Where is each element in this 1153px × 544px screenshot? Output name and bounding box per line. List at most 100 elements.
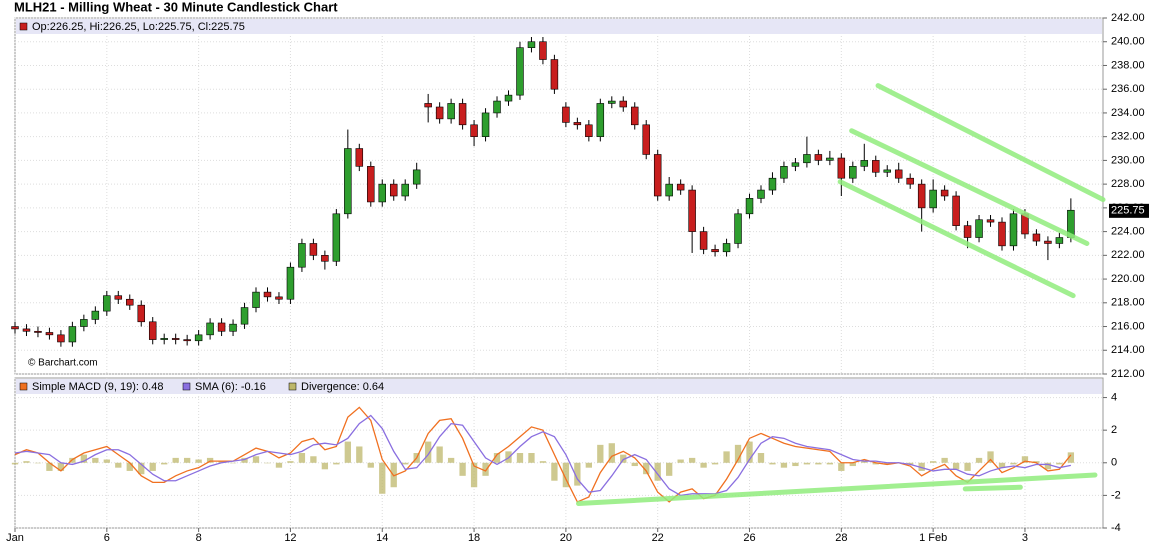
plot-area [14,377,1104,529]
x-tick-label: 18 [468,532,480,544]
divergence-bar [528,453,535,463]
candle-body [952,195,960,226]
candle-body [252,291,260,308]
candle-body [493,100,501,114]
candle-body [929,189,937,209]
divergence-bar [470,462,478,488]
candle-body [757,189,765,199]
y-tick-label: -4 [1111,522,1121,534]
divergence-bar [803,462,811,465]
candle-body [963,225,972,238]
candle-body [653,154,662,197]
y-tick-label: 4 [1111,391,1117,403]
divergence-bar [333,462,340,465]
candle-body [860,160,869,167]
x-tick-label: 1 Feb [919,532,947,544]
x-tick-label: 20 [560,532,572,544]
y-tick-label: 236.00 [1111,83,1145,95]
candle-body [91,310,100,320]
candle-body [412,169,421,185]
candle-body [585,124,593,137]
divergence-bar [918,462,925,471]
divergence-bar [402,462,409,465]
divergence-bar [884,462,891,465]
divergence-bar [769,462,776,465]
candle-body [321,255,329,262]
candle-body [562,106,570,123]
divergence-bar [252,456,260,463]
trendline [875,83,1106,203]
candle-body [68,326,77,343]
candle-body [332,213,341,262]
candle-body [183,339,191,342]
candle-body [642,124,650,155]
divergence-bar [264,462,271,464]
last-price-box [1109,203,1149,218]
divergence-bar [1044,462,1052,470]
candle-body [1044,240,1052,244]
divergence-bar [815,462,822,465]
divergence-bar [34,462,42,464]
candle-body [286,266,295,300]
candle-body [734,213,742,244]
candle-body [240,307,249,325]
candle-body [344,148,352,215]
divergence-bar [115,462,122,468]
candle-body [389,183,398,197]
candle-body [114,295,123,300]
candle-body [458,103,467,126]
candle-body [619,100,628,108]
watermark: © Barchart.com [28,358,98,369]
divergence-bar [711,462,719,465]
divergence-bar [551,462,558,481]
candle-body [504,94,513,102]
x-tick-label: 6 [104,532,110,544]
divergence-bar [126,462,133,471]
candle-body [137,304,145,323]
divergence-bar [287,461,294,463]
divergence-bar [998,462,1006,468]
divergence-bar [734,444,742,463]
candle-body [103,295,111,312]
candle-body [11,326,19,330]
last-price-label: 225.75 [1111,205,1145,217]
divergence-bar [574,462,581,486]
candle-body [1009,213,1018,247]
divergence-bar [597,444,604,463]
y-tick-label: 242.00 [1111,12,1145,24]
divergence-bar [46,462,53,471]
y-tick-label: 228.00 [1111,178,1145,190]
candle-body [1055,237,1064,244]
divergence-bar [1033,461,1040,463]
y-tick-label: 232.00 [1111,131,1145,143]
plot-area [14,17,1104,375]
divergence-bar [631,462,638,467]
y-tick-label: 240.00 [1111,36,1145,48]
divergence-bar [241,457,248,463]
candle-body [768,177,777,191]
candle-body [791,162,800,167]
y-tick-label: 218.00 [1111,297,1145,309]
candle-body [80,319,88,327]
divergence-bar [356,446,363,463]
candle-body [676,183,685,191]
divergence-bar [138,462,145,475]
candle-body [34,330,42,333]
y-tick-label: 216.00 [1111,320,1145,332]
candle-body [206,322,214,336]
y-tick-label: 238.00 [1111,59,1145,71]
candle-body [527,41,536,48]
candle-body [22,328,31,332]
divergence-bar [952,462,960,470]
divergence-bar [493,453,501,463]
candle-body [906,177,914,185]
candle-body [596,103,605,137]
divergence-bar [275,462,283,468]
divergence-bar [562,462,570,488]
divergence-bar [757,453,765,463]
candle-body [309,243,318,256]
candle-body [447,103,455,120]
legend-text: Divergence: 0.64 [301,381,384,393]
y-tick-label: 234.00 [1111,107,1145,119]
divergence-bar [149,462,156,471]
